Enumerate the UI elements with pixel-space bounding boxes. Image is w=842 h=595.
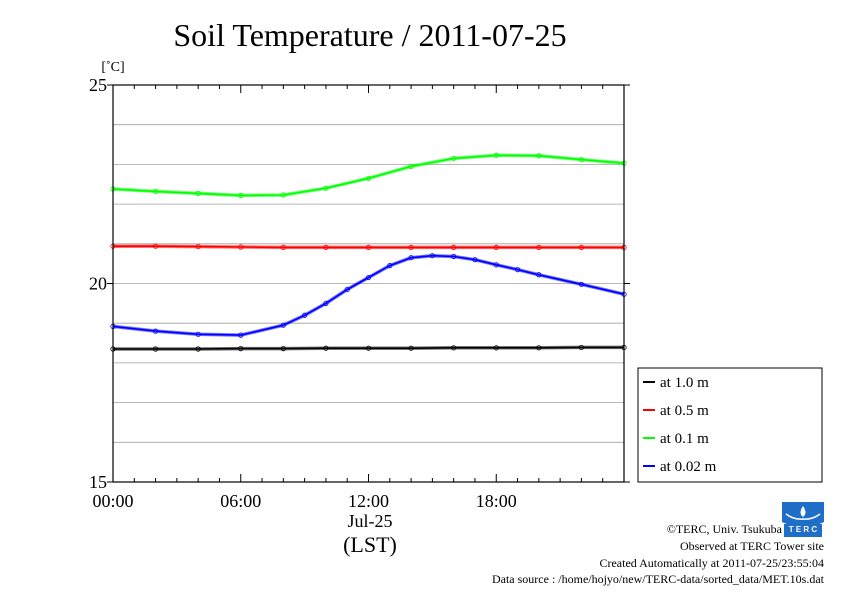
grid-layer: [113, 124, 624, 443]
series-point-3: [536, 272, 542, 278]
series-point-2: [493, 152, 499, 158]
series-point-3: [280, 322, 286, 328]
series-point-3: [493, 262, 499, 268]
y-tick-label: 20: [89, 274, 107, 294]
series-point-2: [408, 163, 414, 169]
series-point-1: [152, 243, 159, 249]
series-point-0: [238, 346, 244, 352]
series-point-1: [238, 244, 244, 250]
series-point-2: [578, 157, 585, 163]
series-point-3: [152, 328, 159, 334]
x-tick-label: 00:00: [92, 491, 133, 511]
series-point-3: [429, 253, 435, 259]
series-point-1: [323, 244, 329, 250]
series-point-2: [152, 188, 159, 194]
series-point-2: [365, 175, 372, 181]
series-point-3: [365, 274, 372, 281]
series-point-3: [238, 332, 244, 338]
series-point-0: [280, 346, 286, 352]
series-point-0: [365, 345, 372, 351]
legend-label: at 1.0 m: [660, 375, 709, 391]
legend-label: at 0.5 m: [660, 403, 709, 419]
legend: at 1.0 m at 0.5 m at 0.1 m at 0.02 m: [637, 367, 823, 483]
y-axis-unit: [˚C]: [101, 60, 124, 75]
y-tick-label: 15: [89, 472, 107, 492]
series-point-1: [280, 244, 286, 250]
series-point-2: [280, 192, 286, 198]
series-point-0: [493, 345, 499, 351]
series-point-3: [408, 255, 414, 261]
series-point-1: [195, 243, 201, 250]
series-point-1: [536, 244, 542, 250]
series-line-1: [113, 245, 624, 249]
series-point-3: [323, 300, 329, 306]
series-point-2: [536, 153, 542, 159]
axis-layer: 15 20 25 00:00 06:00 12:00 18:00: [89, 75, 630, 511]
series-point-0: [536, 345, 542, 351]
series-point-2: [238, 192, 244, 198]
legend-label: at 0.02 m: [660, 459, 717, 475]
series-point-1: [493, 244, 499, 250]
y-tick-label: 25: [89, 75, 107, 95]
series-point-2: [195, 190, 201, 196]
x-axis-date-label: Jul-25: [348, 511, 393, 531]
series-point-0: [408, 345, 414, 351]
series-point-1: [365, 244, 372, 250]
series-point-3: [387, 263, 393, 269]
series-point-0: [152, 346, 159, 352]
series-band-2: [112, 153, 625, 198]
chart-title: Soil Temperature / 2011-07-25: [173, 17, 566, 53]
legend-label: at 0.1 m: [660, 431, 709, 447]
series-point-3: [302, 312, 308, 318]
series-point-3: [472, 257, 478, 263]
series-point-3: [578, 281, 585, 287]
x-tick-label: 18:00: [476, 491, 517, 511]
series-point-3: [344, 286, 350, 293]
series-point-0: [578, 344, 585, 351]
series-layer: [110, 152, 627, 352]
series-line-0: [113, 346, 624, 350]
footer-source: Data source : /home/hojyo/new/TERC-data/…: [491, 572, 824, 586]
x-tick-label: 06:00: [220, 491, 261, 511]
series-line-2: [112, 154, 625, 197]
series-point-3: [195, 331, 201, 337]
series-point-2: [323, 185, 329, 191]
series-point-1: [578, 244, 585, 250]
series-point-3: [451, 253, 457, 260]
series-point-0: [323, 345, 329, 351]
series-point-2: [451, 155, 457, 162]
series-point-1: [408, 244, 414, 250]
footer-copyright: ©TERC, Univ. Tsukuba: [666, 522, 782, 536]
series-point-3: [514, 267, 521, 273]
legend-box: [637, 367, 823, 483]
terc-logo-text: T E R C: [788, 525, 818, 534]
footer-created: Created Automatically at 2011-07-25/23:5…: [599, 556, 824, 570]
x-tick-label: 12:00: [348, 491, 389, 511]
footer-observed: Observed at TERC Tower site: [679, 539, 824, 553]
series-line-3: [112, 254, 625, 336]
series-point-1: [451, 244, 457, 250]
series-point-0: [195, 346, 201, 352]
x-axis-unit-label: (LST): [343, 532, 397, 557]
terc-logo: T E R C: [782, 502, 824, 538]
series-point-0: [451, 345, 457, 351]
